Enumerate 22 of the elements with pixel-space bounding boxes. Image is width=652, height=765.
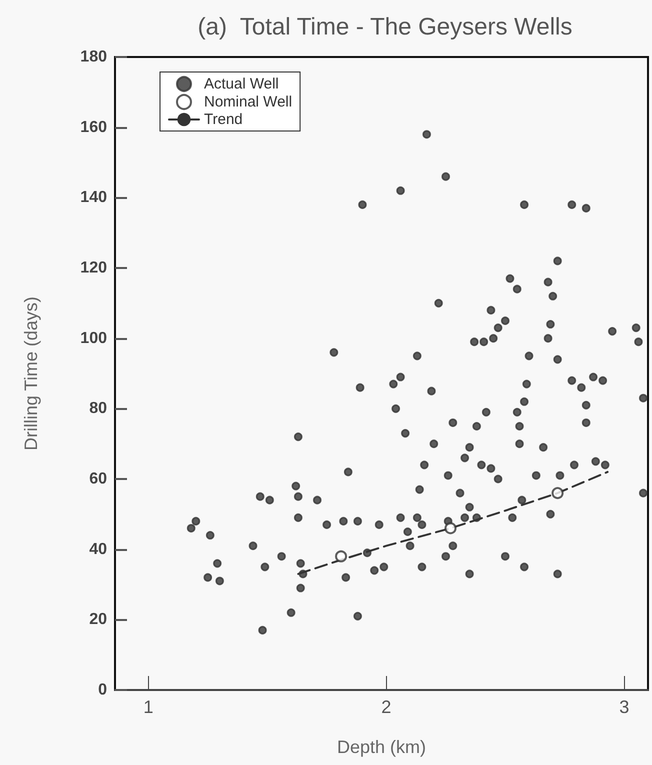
legend-label: Trend [204,111,243,128]
y-tick-label: 20 [89,611,108,628]
y-tick-label: 120 [80,260,108,276]
y-tick-label: 0 [98,682,108,698]
y-tick-label: 60 [89,470,108,488]
y-tick-label: 140 [80,189,108,206]
x-tick-label: 1 [143,697,154,717]
x-tick-label: 2 [381,697,392,717]
y-tick-label: 80 [89,400,108,418]
y-axis-title: Drilling Time (days) [21,296,41,451]
chart-title: (a) Total Time - The Geysers Wells [198,14,572,40]
point [335,550,348,562]
y-tick-label: 180 [80,48,108,66]
y-tick-label: 40 [89,540,108,558]
x-tick-label: 3 [619,697,630,717]
y-tick-label: 160 [80,118,108,136]
point [552,487,564,500]
y-tick-label: 100 [80,330,108,347]
legend-label: Actual Well [204,76,279,92]
x-axis-title: Depth (km) [336,737,426,757]
point [444,522,457,534]
legend-label: Nominal Well [204,94,292,110]
